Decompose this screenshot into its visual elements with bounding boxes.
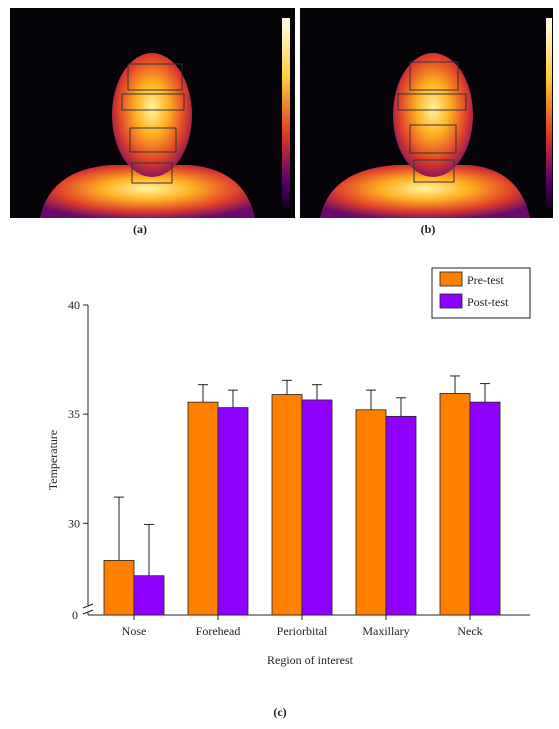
x-tick-label: Neck	[457, 624, 482, 638]
bar	[188, 402, 218, 615]
y-tick-label: 35	[68, 407, 80, 421]
y-axis-label: Temperature	[46, 430, 60, 490]
x-tick-label: Nose	[122, 624, 147, 638]
thermal-image-a	[10, 8, 295, 218]
bar	[356, 410, 386, 615]
caption: (c)	[273, 705, 286, 719]
bar	[440, 393, 470, 615]
bar	[470, 402, 500, 615]
caption: (a)	[133, 222, 147, 236]
legend-swatch	[440, 272, 462, 286]
bar	[104, 560, 134, 615]
x-tick-label: Forehead	[196, 624, 241, 638]
legend-label: Post-test	[467, 295, 509, 309]
legend-swatch	[440, 294, 462, 308]
bar	[218, 408, 248, 615]
legend-label: Pre-test	[467, 273, 504, 287]
caption: (b)	[421, 222, 436, 236]
thermal-image-b	[300, 8, 553, 218]
figure: (a) (b) (c) Region of interest Temperatu…	[0, 0, 559, 724]
x-axis-label: Region of interest	[267, 653, 354, 667]
y-tick-label: 0	[72, 608, 78, 622]
y-tick-label: 40	[68, 298, 80, 312]
bar	[272, 395, 302, 615]
x-tick-label: Periorbital	[277, 624, 328, 638]
bar	[134, 576, 164, 615]
bar	[386, 416, 416, 615]
bar	[302, 400, 332, 615]
y-tick-label: 30	[68, 516, 80, 530]
x-tick-label: Maxillary	[362, 624, 409, 638]
